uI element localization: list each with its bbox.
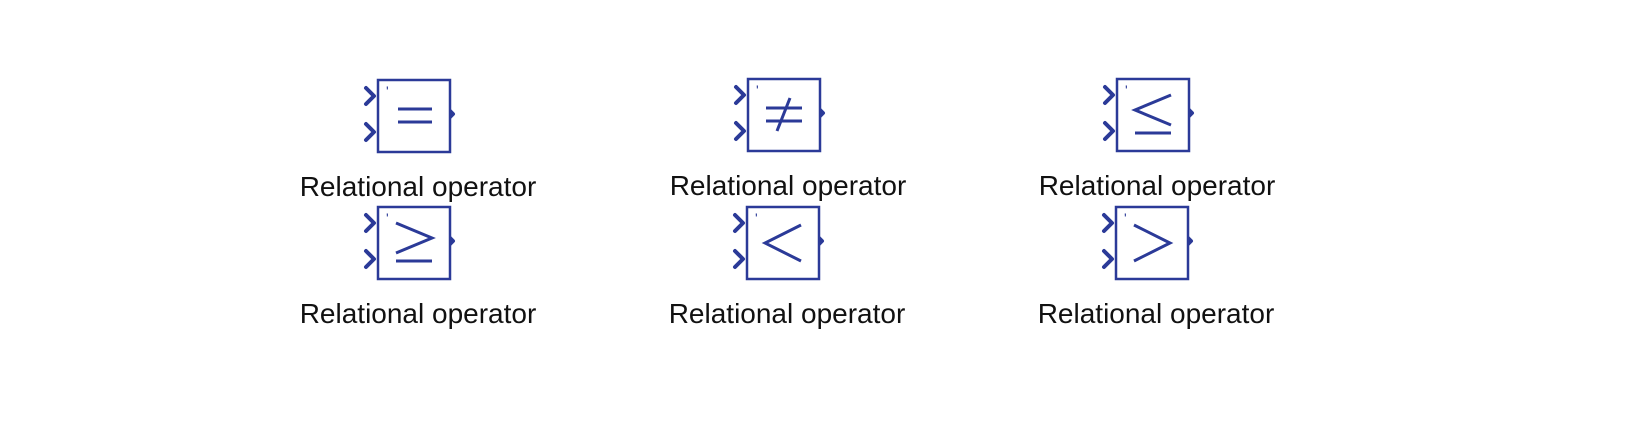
block-label: Relational operator xyxy=(1037,298,1275,329)
input-tick-mark: ' xyxy=(755,210,758,226)
input-tick-mark: ' xyxy=(1124,210,1127,226)
input-port-2-icon xyxy=(733,249,745,269)
relational-operator-symbol: ' xyxy=(734,77,825,153)
block-frame xyxy=(745,205,821,281)
block-label: Relational operator xyxy=(299,298,537,329)
block-label: Relational operator xyxy=(668,298,906,329)
relational-operator-symbol: ' xyxy=(1103,77,1194,153)
input-port-2-icon xyxy=(364,122,376,142)
relational-operator-symbol: ' xyxy=(364,205,455,281)
relational-operator-block-greater-equal[interactable]: ' Relational operator xyxy=(283,205,613,335)
relational-operator-symbol: ' xyxy=(1102,205,1193,281)
relational-operator-block-not-equal[interactable]: ' Relational operator xyxy=(653,77,983,207)
equal-icon xyxy=(398,107,432,124)
input-port-2-icon xyxy=(734,121,746,141)
block-label: Relational operator xyxy=(299,171,537,202)
greater-than-or-equal-icon xyxy=(395,221,436,263)
greater-than-icon xyxy=(1133,223,1174,263)
block-frame xyxy=(1115,77,1191,153)
relational-operator-symbol: ' xyxy=(733,205,824,281)
less-than-icon xyxy=(761,223,802,263)
relational-operator-block-equal[interactable]: ' Relational operator xyxy=(283,78,613,208)
input-tick-mark: ' xyxy=(386,210,389,226)
input-port-1-icon xyxy=(364,86,376,106)
block-label: Relational operator xyxy=(669,170,907,201)
not-equal-icon xyxy=(766,97,802,132)
block-frame xyxy=(376,205,452,281)
block-label: Relational operator xyxy=(1038,170,1276,201)
input-port-1-icon xyxy=(364,213,376,233)
input-tick-mark: ' xyxy=(386,83,389,99)
input-port-1-icon xyxy=(733,213,745,233)
input-tick-mark: ' xyxy=(1125,82,1128,98)
input-port-1-icon xyxy=(734,85,746,105)
block-frame xyxy=(376,78,452,154)
input-port-1-icon xyxy=(1102,213,1114,233)
input-tick-mark: ' xyxy=(756,82,759,98)
input-port-2-icon xyxy=(1103,121,1115,141)
block-frame xyxy=(1114,205,1190,281)
input-port-2-icon xyxy=(1102,249,1114,269)
relational-operator-symbol: ' xyxy=(364,78,455,154)
relational-operator-block-less-equal[interactable]: ' Relational operator xyxy=(1022,77,1352,207)
relational-operator-block-less-than[interactable]: ' Relational operator xyxy=(652,205,982,335)
less-than-or-equal-icon xyxy=(1131,93,1172,135)
input-port-2-icon xyxy=(364,249,376,269)
input-port-1-icon xyxy=(1103,85,1115,105)
relational-operator-block-greater-than[interactable]: ' Relational operator xyxy=(1021,205,1351,335)
